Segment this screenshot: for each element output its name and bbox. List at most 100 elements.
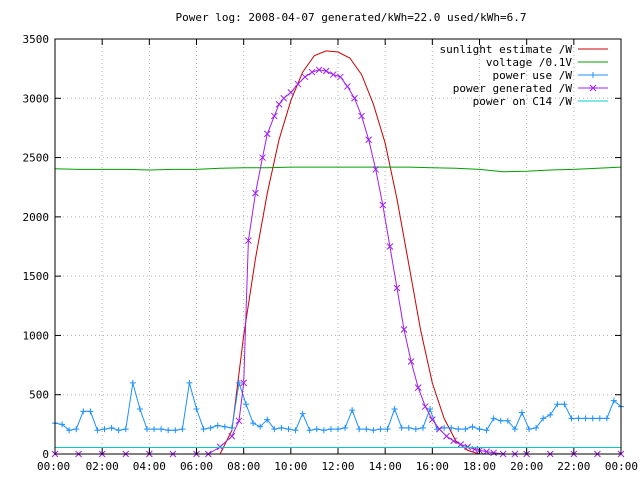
data-point	[436, 425, 443, 433]
data-point	[448, 424, 455, 431]
data-point	[337, 73, 344, 81]
data-point	[80, 408, 87, 415]
data-point	[240, 379, 248, 387]
data-point	[322, 67, 330, 75]
data-point	[287, 89, 295, 96]
legend-marker	[590, 72, 596, 78]
data-point	[327, 426, 334, 433]
x-tick-label: 14:00	[369, 460, 402, 473]
data-point	[87, 408, 94, 415]
series-0	[208, 50, 515, 455]
data-point	[490, 449, 498, 457]
data-point	[294, 80, 302, 88]
legend-marker	[589, 84, 597, 92]
chart-title: Power log: 2008-04-07 generated/kWh=22.0…	[176, 11, 527, 24]
x-tick-label: 10:00	[274, 460, 307, 473]
y-tick-label: 2500	[23, 152, 50, 165]
x-tick-label: 02:00	[86, 460, 119, 473]
data-point	[129, 379, 136, 386]
data-point	[483, 427, 490, 434]
x-tick-label: 00:00	[37, 460, 70, 473]
data-point	[243, 401, 250, 408]
x-tick-label: 06:00	[180, 460, 213, 473]
data-point	[398, 424, 405, 431]
series-1	[54, 166, 622, 173]
x-tick-label: 04:00	[133, 460, 166, 473]
data-point	[518, 409, 525, 416]
data-point	[271, 426, 278, 433]
data-point	[421, 403, 429, 410]
data-point	[115, 427, 122, 434]
data-point	[108, 424, 115, 431]
data-point	[172, 427, 179, 434]
data-point	[568, 415, 575, 422]
data-point	[412, 426, 419, 433]
data-point	[384, 426, 391, 433]
data-point	[250, 420, 257, 427]
data-point	[351, 94, 358, 102]
x-tick-label: 16:00	[416, 460, 449, 473]
data-point	[66, 427, 73, 434]
data-point	[582, 415, 589, 422]
data-point	[315, 66, 323, 74]
data-point	[263, 130, 271, 138]
data-point	[329, 71, 337, 78]
y-tick-label: 3500	[23, 33, 50, 46]
data-point	[414, 384, 422, 391]
data-point	[216, 443, 224, 451]
series-3	[51, 66, 625, 458]
data-point	[221, 423, 228, 430]
legend-label: power use /W	[493, 69, 573, 82]
x-axis: 00:00 02:00 04:00 06:00 08:00 10:00 12:00 14:00…	[37, 39, 638, 473]
data-point	[207, 424, 214, 431]
data-point	[462, 426, 469, 433]
data-point	[335, 426, 341, 433]
y-tick-label: 500	[29, 389, 49, 402]
data-point	[455, 426, 462, 433]
data-point	[407, 358, 415, 365]
data-point	[179, 426, 186, 433]
data-point	[101, 426, 108, 433]
x-tick-label: 00:00	[605, 460, 638, 473]
data-point	[490, 415, 497, 422]
x-tick-label: 22:00	[557, 460, 590, 473]
x-tick-label: 08:00	[227, 460, 260, 473]
data-point	[186, 379, 193, 386]
data-point	[405, 424, 412, 431]
data-point	[526, 426, 533, 433]
data-point	[228, 432, 236, 440]
data-point	[280, 94, 288, 102]
data-point	[228, 424, 235, 431]
data-point	[306, 427, 313, 434]
data-point	[320, 427, 327, 434]
data-point	[342, 424, 349, 431]
y-tick-label: 0	[42, 448, 49, 461]
data-point	[450, 437, 457, 445]
data-point	[151, 426, 158, 433]
data-point	[257, 423, 264, 430]
data-point	[344, 83, 351, 90]
data-point	[428, 416, 436, 423]
data-point	[299, 410, 306, 417]
data-point	[308, 68, 316, 76]
data-point	[610, 397, 617, 404]
data-point	[391, 405, 398, 412]
y-tick-label: 1500	[23, 270, 50, 283]
data-point	[589, 415, 596, 422]
series-line	[54, 166, 622, 173]
data-point	[476, 426, 483, 433]
data-point	[193, 405, 200, 412]
data-point	[441, 424, 448, 431]
legend-label: power generated /W	[453, 82, 573, 95]
data-point	[275, 100, 283, 108]
plot-series	[51, 50, 625, 458]
legend-label: sunlight estimate /W	[440, 43, 573, 56]
data-point	[285, 426, 292, 433]
data-point	[264, 416, 271, 423]
data-point	[349, 407, 356, 414]
data-point	[292, 427, 299, 434]
data-point	[245, 237, 252, 244]
data-point	[603, 415, 610, 422]
